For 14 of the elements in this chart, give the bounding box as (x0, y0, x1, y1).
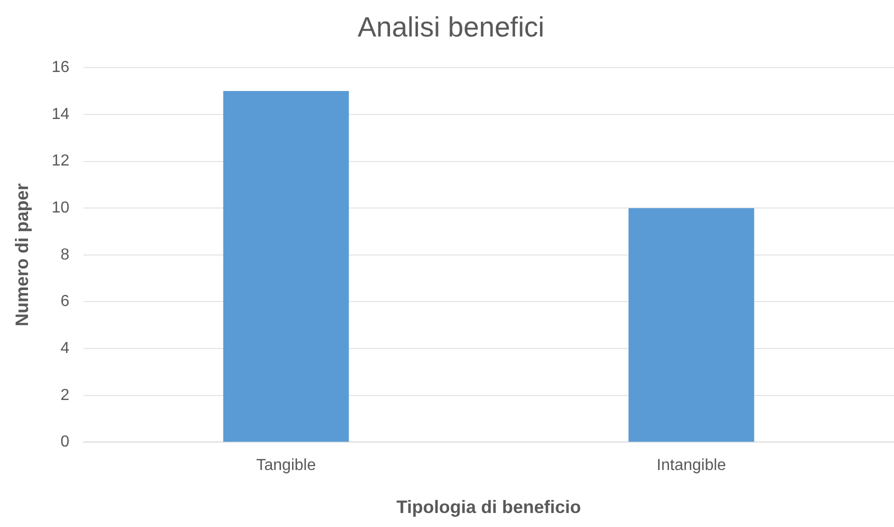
y-tick-label: 2 (60, 386, 70, 404)
x-tick-label: Tangible (256, 457, 316, 474)
y-tick-label: 8 (60, 246, 70, 264)
x-tick-label: Intangible (656, 457, 726, 474)
y-tick-label: 6 (60, 293, 70, 310)
y-tick-label: 0 (60, 434, 70, 451)
y-tick-label: 14 (52, 106, 70, 123)
y-tick-label: 4 (60, 340, 70, 357)
y-tick-label: 10 (52, 199, 70, 216)
y-tick-label: 12 (52, 152, 70, 170)
x-axis-title: Tipologia di beneficio (396, 497, 582, 518)
chart-title: Analisi benefici (358, 12, 544, 43)
y-tick-label: 16 (52, 59, 70, 76)
y-axis-title: Numero di paper (12, 183, 32, 326)
